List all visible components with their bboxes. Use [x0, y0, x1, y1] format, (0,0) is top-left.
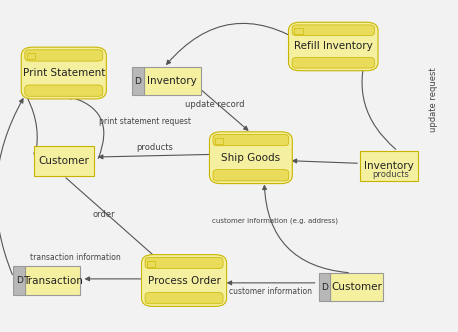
FancyBboxPatch shape	[213, 134, 289, 146]
Text: D: D	[321, 283, 328, 292]
Text: customer information (e.g. address): customer information (e.g. address)	[212, 217, 338, 224]
FancyBboxPatch shape	[25, 50, 103, 61]
FancyBboxPatch shape	[213, 170, 289, 181]
Text: Ship Goods: Ship Goods	[221, 153, 280, 163]
Bar	[360, 151, 418, 181]
Bar	[147, 261, 155, 267]
Bar	[25, 266, 80, 295]
Bar	[215, 138, 223, 144]
Bar	[294, 28, 303, 34]
Bar	[319, 273, 330, 301]
Text: Customer: Customer	[331, 282, 382, 292]
Text: D: D	[134, 77, 141, 86]
FancyBboxPatch shape	[21, 47, 106, 99]
Text: Inventory: Inventory	[147, 76, 197, 86]
Bar	[13, 266, 25, 295]
Bar	[330, 273, 383, 301]
Text: update request: update request	[429, 67, 438, 132]
FancyBboxPatch shape	[145, 257, 223, 269]
Text: Process Order: Process Order	[147, 276, 220, 286]
FancyBboxPatch shape	[25, 85, 103, 96]
Bar	[34, 146, 94, 176]
Text: Customer: Customer	[38, 156, 89, 166]
Bar	[27, 53, 35, 59]
Text: Transaction: Transaction	[23, 276, 82, 286]
Text: products: products	[136, 143, 174, 152]
FancyBboxPatch shape	[142, 255, 227, 306]
FancyBboxPatch shape	[145, 292, 223, 304]
Text: print statement request: print statement request	[99, 117, 191, 126]
Text: D: D	[16, 276, 23, 285]
Text: order: order	[93, 209, 115, 219]
Text: Inventory: Inventory	[364, 161, 414, 171]
Text: products: products	[373, 170, 409, 179]
Bar	[144, 67, 201, 96]
Text: customer information: customer information	[229, 287, 311, 296]
FancyBboxPatch shape	[289, 22, 378, 71]
Text: update record: update record	[185, 100, 245, 109]
Text: transaction information: transaction information	[30, 253, 121, 262]
FancyBboxPatch shape	[292, 25, 375, 36]
Bar	[132, 67, 144, 96]
FancyBboxPatch shape	[292, 57, 375, 68]
Text: Print Statement: Print Statement	[22, 68, 105, 78]
Text: Refill Inventory: Refill Inventory	[294, 42, 373, 51]
FancyBboxPatch shape	[209, 132, 292, 184]
